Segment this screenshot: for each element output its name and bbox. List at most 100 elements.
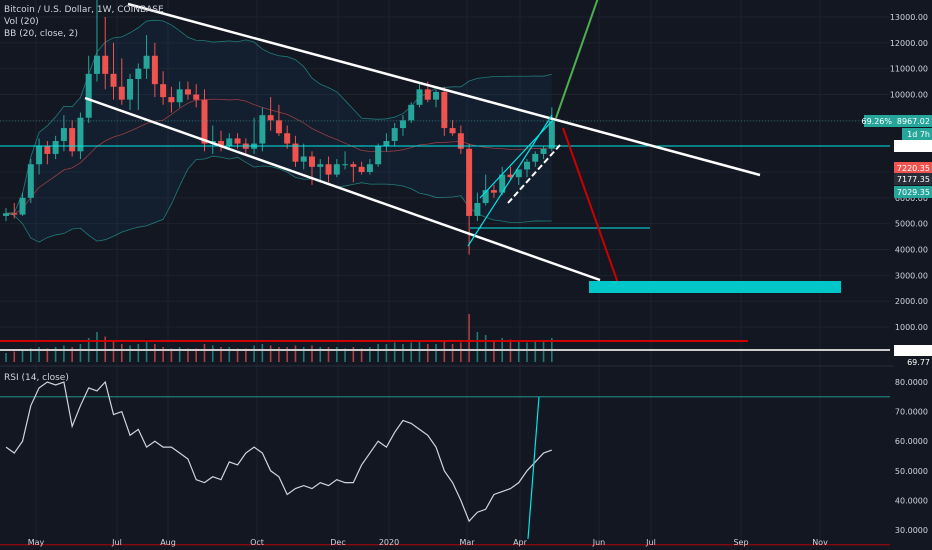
price-tick-label: 5000.00 [895,220,928,229]
volume-bar [294,345,297,362]
tag-price: 8967.02 [897,117,930,126]
volume-bar [145,341,148,362]
volume-bar [360,348,363,362]
candle-body [102,55,109,74]
volume-bar [302,347,305,362]
volume-bar [385,344,388,362]
volume-bar [96,332,98,362]
candle-body [490,190,497,193]
volume-bar [534,341,537,362]
candle-body [350,164,357,167]
volume-bar [162,347,164,362]
volume-bar [54,347,57,362]
tag-countdown-bg [902,128,932,140]
volume-bar [245,348,247,362]
vol-indicator-label[interactable]: Vol (20) [4,17,39,27]
tag-7999-bg [894,140,932,152]
volume-bar [261,344,264,362]
tag-vol1: 69.77 [907,347,930,356]
rsi-axis[interactable]: 30.0000 40.0000 50.0000 60.0000 70.0000 80.00… [895,378,928,535]
candle-body [85,73,92,118]
volume-bar [526,342,528,362]
time-axis[interactable]: May Jul Aug Oct Dec 2020 Mar Apr Jun Jul Sep Nov [28,538,828,547]
volume-bar [319,347,322,362]
rsi-tick-label: 40.0000 [895,496,928,505]
time-tick-label: Oct [250,538,264,547]
candle-body [60,128,67,141]
candle-body [524,161,531,170]
channel-lower-trendline [84,96,601,282]
price-tick-label: 4000.00 [895,246,928,255]
volume-bar [195,348,198,362]
candle-body [457,133,464,149]
candle-body [449,128,456,134]
rsi-tick-label: 60.0000 [895,437,928,446]
volume-bars [5,314,553,362]
symbol-title[interactable]: Bitcoin / U.S. Dollar, 1W, COINBASE [4,5,164,15]
bearish-projection-arrow [562,127,620,287]
candle-body [275,120,282,134]
candle-body [226,138,233,147]
rsi-tick-label: 30.0000 [895,526,928,535]
volume-bar [286,347,288,362]
tag-bb-lower: 7029.35 [897,188,930,197]
price-tick-label: 3000.00 [895,271,928,280]
tag-vol2-bg [894,356,932,368]
volume-bar [269,345,272,362]
price-tick-label: 13000.00 [890,13,928,22]
candle-body [325,164,332,175]
bb-indicator-label[interactable]: BB (20, close, 2) [4,29,79,39]
candle-body [416,89,423,105]
candle-body [499,174,506,193]
candle-body [308,156,315,167]
volume-bar [30,348,32,362]
volume-bar [120,344,123,362]
rsi-indicator-label[interactable]: RSI (14, close) [4,373,69,383]
volume-bar [63,345,65,362]
target-zone-box [589,281,841,293]
time-tick-label: Jul [645,538,656,547]
candle-body [77,117,84,152]
tag-vol1-bg [894,345,932,357]
candle-body [184,89,191,95]
time-tick-label: Aug [160,538,176,547]
volume-bar [344,348,346,362]
volume-bar [187,348,189,362]
time-tick-label: Jun [592,538,606,547]
volume-bar [476,332,479,362]
volume-bar [13,351,16,362]
tag-bb-mid: 7177.35 [897,175,930,184]
candle-body [193,94,200,100]
candles [3,0,555,255]
candle-body [259,115,266,144]
tag-7999: 7999.05 [897,142,930,151]
volume-bar [484,335,487,362]
price-tick-label: 12000.00 [890,39,928,48]
candle-body [540,148,547,154]
channel-upper-trendline [127,2,761,177]
rsi-line [5,380,553,523]
candle-body [358,166,365,172]
candle-body [218,141,225,147]
time-tick-label: Jul [111,538,122,547]
candle-body [36,146,43,165]
volume-bar [228,347,231,362]
volume-bar [278,347,280,362]
tag-vol2: 69.77 [907,358,930,367]
candle-body [135,68,142,79]
candle-body [342,164,349,166]
volume-bar [418,341,421,362]
volume-bar [377,344,379,362]
candle-body [466,148,473,216]
rsi-tick-label: 70.0000 [895,408,928,417]
candle-body [52,141,59,154]
volume-bar [327,347,330,362]
volume-bar [236,348,239,362]
candle-body [399,120,406,129]
candle-body [408,104,415,121]
volume-bar [112,341,115,362]
time-tick-label: Nov [812,538,828,547]
volume-bar [311,345,313,362]
rsi-pane [0,380,890,546]
